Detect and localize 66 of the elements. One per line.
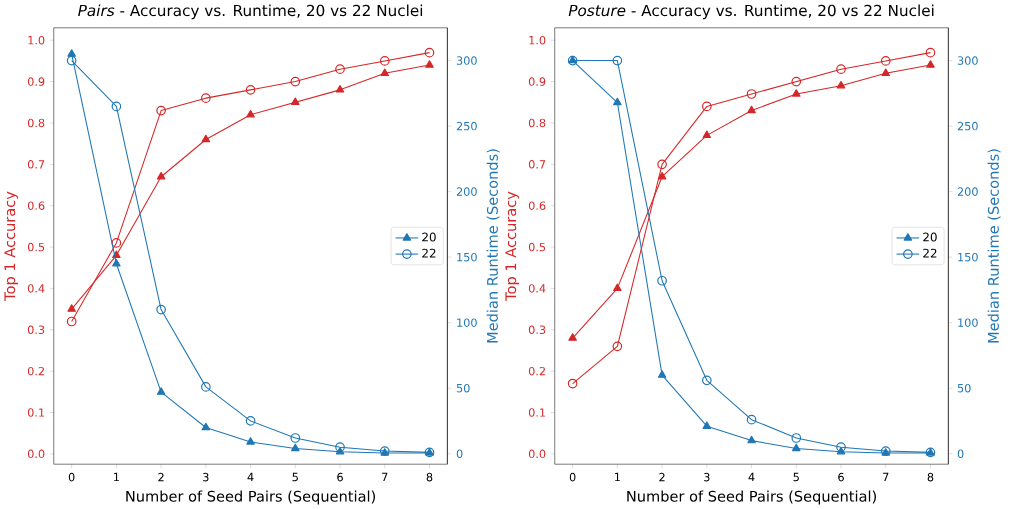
x-axis-title: Number of Seed Pairs (Sequential) [126,490,375,505]
y-tick-label: 0.7 [27,160,45,169]
x-tick-label: 2 [158,472,164,482]
x-tick-label: 2 [659,472,665,482]
y-tick-label: 0.2 [528,366,545,376]
y-tick-label: 0.4 [27,284,45,293]
y2-tick-label: 50 [456,383,470,393]
y2-tick-label: 100 [958,318,978,327]
y-tick-label: 1.0 [529,35,546,45]
x-tick-label: 0 [68,472,75,482]
legend-label: 22 [422,248,436,258]
y2-tick-label: 250 [957,121,978,131]
y-tick-label: 0.2 [27,366,44,376]
y-tick-label: 0.6 [27,201,45,210]
legend-label: 20 [422,232,436,242]
x-tick-label: 8 [426,472,433,482]
y2-tick-label: 250 [456,121,477,131]
x-tick-label: 8 [927,472,934,482]
x-tick-label: 5 [292,472,298,482]
chart-title: Pairs - Accuracy vs. Runtime, 20 vs 22 Nuclei [78,4,423,20]
y2-tick-label: 0 [957,449,964,458]
x-tick-label: 1 [114,472,119,482]
y-tick-label: 0.8 [528,118,546,128]
y2-tick-label: 200 [456,187,477,196]
y-tick-label: 0.3 [528,325,546,335]
y-tick-label: 0.5 [528,242,546,252]
y2-tick-label: 300 [456,56,477,65]
y-tick-label: 0.0 [27,449,45,459]
y2-tick-label: 200 [957,187,978,196]
chart-title: Posture - Accuracy vs. Runtime, 20 vs 22 Nuclei [568,4,934,20]
y-tick-label: 0.1 [528,408,546,417]
x-tick-label: 4 [748,472,755,482]
x-tick-label: 3 [704,472,710,482]
y-tick-label: 0.9 [27,77,45,86]
y-tick-label: 0.3 [27,325,45,335]
y-tick-label: 0.7 [528,160,546,169]
y-axis-title: Top 1 Accuracy [505,191,520,301]
x-tick-label: 4 [247,472,254,482]
x-tick-label: 1 [615,472,620,482]
x-tick-label: 3 [203,472,209,482]
y2-axis-title: Median Runtime (Seconds) [486,149,500,343]
x-axis-title: Number of Seed Pairs (Sequential) [627,490,876,505]
y2-axis-title: Median Runtime (Seconds) [987,149,1001,343]
y2-tick-label: 100 [457,318,477,327]
x-tick-label: 6 [337,472,343,482]
x-tick-label: 0 [569,472,576,482]
y-tick-label: 0.1 [27,408,45,417]
x-tick-label: 7 [883,472,889,482]
x-tick-label: 6 [838,472,844,482]
y2-tick-label: 50 [957,383,971,393]
y2-tick-label: 150 [958,252,978,262]
legend-label: 20 [923,232,937,242]
y-axis-title: Top 1 Accuracy [4,191,19,301]
y-tick-label: 0.4 [528,284,546,293]
y-tick-label: 0.9 [528,77,546,86]
y2-tick-label: 300 [957,56,978,65]
x-tick-label: 5 [793,472,799,482]
y2-tick-label: 0 [456,449,463,458]
y-tick-label: 1.0 [28,35,45,45]
y-tick-label: 0.0 [528,449,546,459]
y2-tick-label: 150 [457,252,477,262]
y-tick-label: 0.6 [528,201,546,210]
x-tick-label: 7 [382,472,388,482]
legend-label: 22 [923,248,937,258]
y-tick-label: 0.8 [27,118,45,128]
y-tick-label: 0.5 [27,242,45,252]
